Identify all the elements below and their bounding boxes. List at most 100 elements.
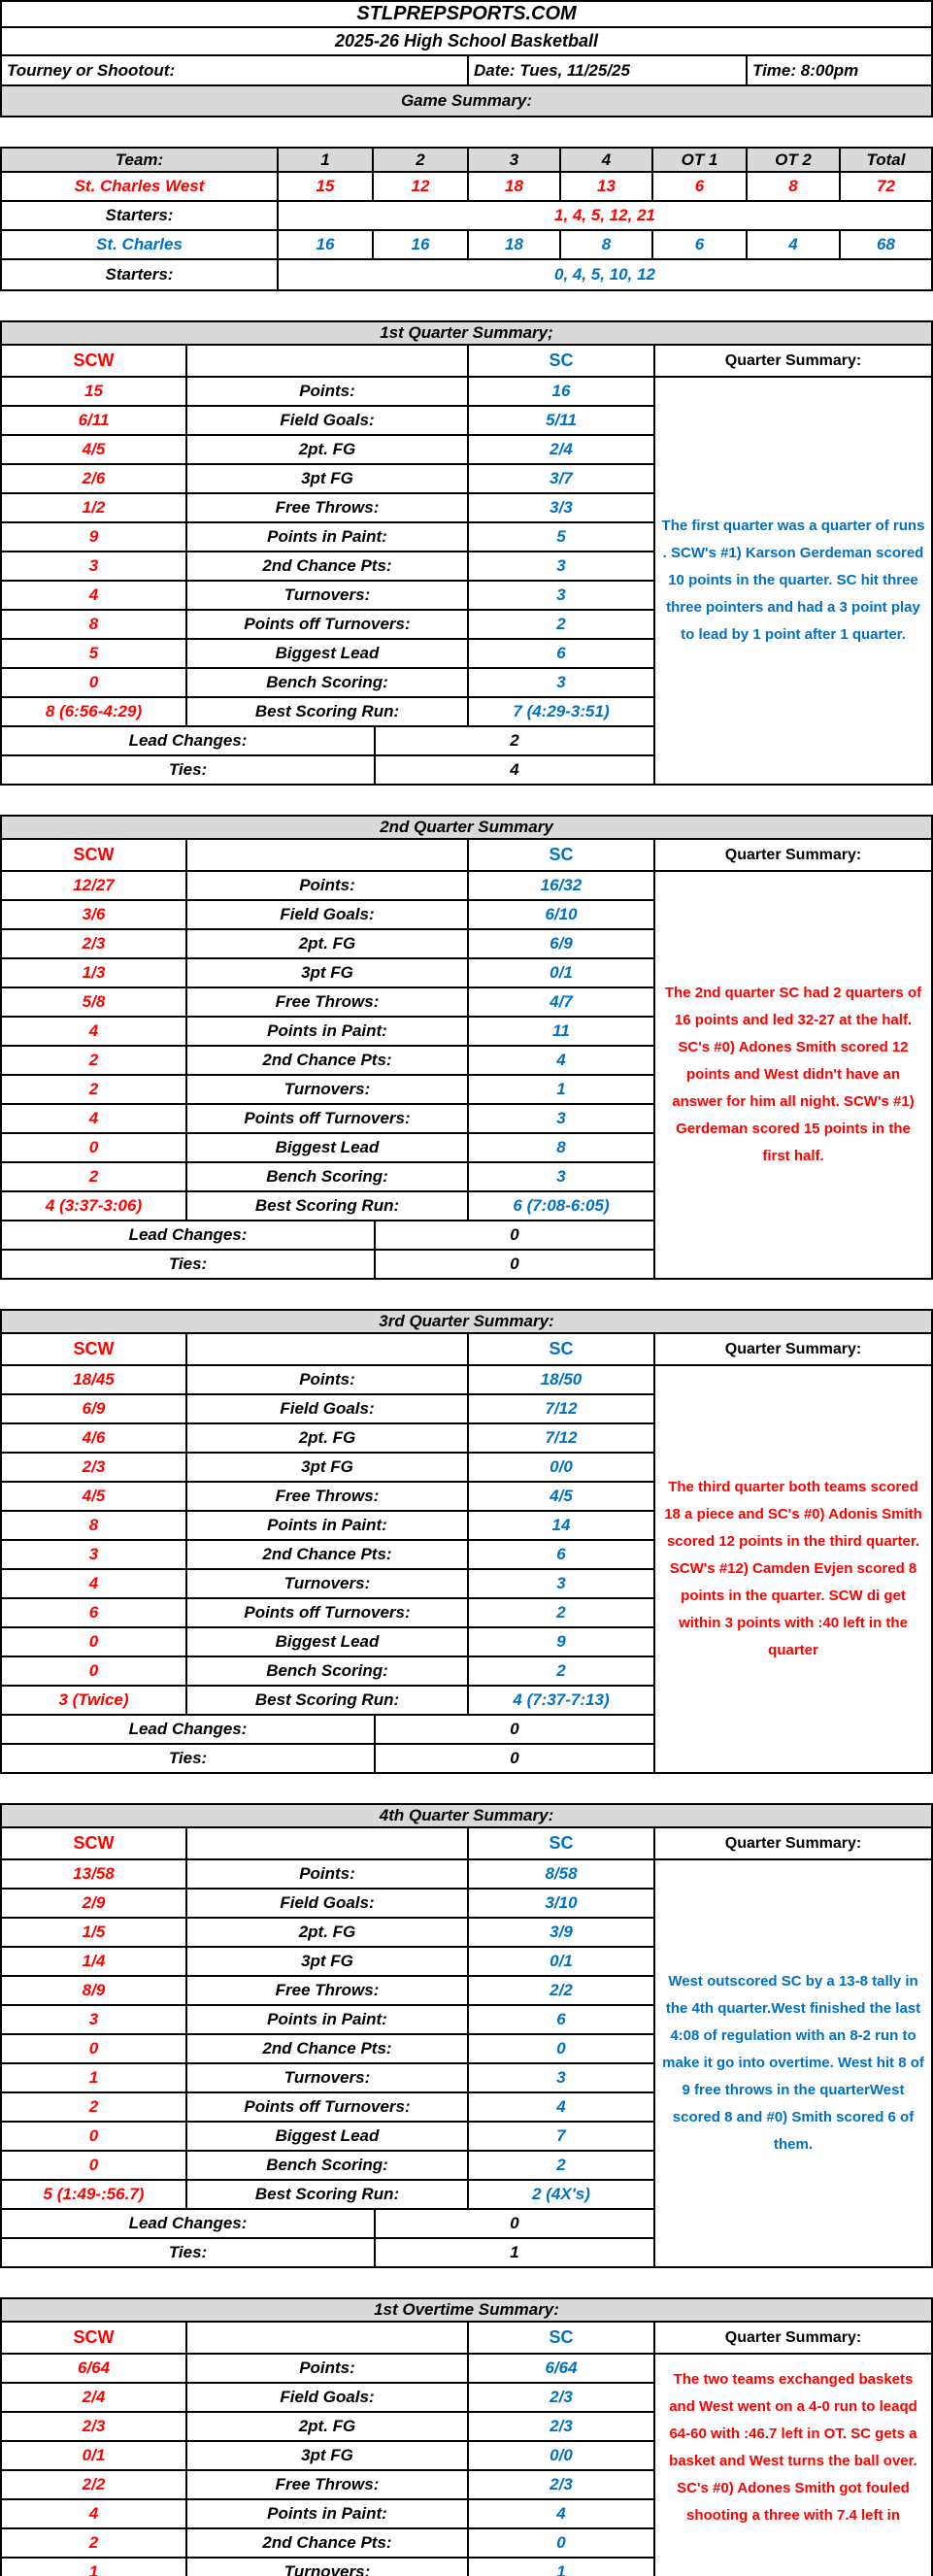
lead-changes-label: Lead Changes: xyxy=(2,727,376,754)
quarter-summary-text: The third quarter both teams scored 18 a… xyxy=(664,1479,922,1658)
stat-label: Free Throws: xyxy=(187,494,469,521)
ties-row: Ties: 4 xyxy=(2,756,653,784)
stat-label-column-spacer xyxy=(187,346,469,376)
sc-stat-value: 3/10 xyxy=(545,1893,578,1912)
stat-label: Field Goals: xyxy=(187,901,469,928)
sc-stat-value: 0 xyxy=(556,2533,566,2552)
sc-stat-value: 2/3 xyxy=(550,2475,573,2493)
stat-label: 2nd Chance Pts: xyxy=(187,2035,469,2062)
stat-row: 2/2 Free Throws: 2/3 xyxy=(2,2471,653,2500)
total-column-header: Total xyxy=(866,150,906,169)
stat-label: 2pt. FG xyxy=(187,930,469,957)
q3-column-header: 3 xyxy=(469,149,561,171)
quarter-team-header-row: SCW SC xyxy=(2,346,653,378)
stat-row: 0/1 3pt FG 0/0 xyxy=(2,2442,653,2471)
stat-row: 4/6 2pt. FG 7/12 xyxy=(2,1424,653,1454)
lead-changes-row: Lead Changes: 0 xyxy=(2,1221,653,1251)
sc-ot1-score: 6 xyxy=(653,231,748,258)
stat-row: 1/2 Free Throws: 3/3 xyxy=(2,494,653,523)
stat-row: 2/9 Field Goals: 3/10 xyxy=(2,1890,653,1919)
lead-changes-row: Lead Changes: 2 xyxy=(2,727,653,756)
quarter-summary-panel: Quarter Summary: The 2nd quarter SC had … xyxy=(653,840,931,1278)
stat-label: Points off Turnovers: xyxy=(187,2093,469,2121)
ties-value: 0 xyxy=(510,1749,519,1767)
stat-row: 5/8 Free Throws: 4/7 xyxy=(2,988,653,1018)
ties-value: 1 xyxy=(510,2243,519,2261)
scw-column-header: SCW xyxy=(2,840,187,870)
stat-row: 1/3 3pt FG 0/1 xyxy=(2,959,653,988)
stat-row: 2 Bench Scoring: 3 xyxy=(2,1163,653,1192)
scw-stat-value: 4/5 xyxy=(2,436,187,463)
stat-label: Turnovers: xyxy=(187,2559,469,2576)
ties-row: Ties: 0 xyxy=(2,1251,653,1278)
lead-changes-label: Lead Changes: xyxy=(2,2210,376,2237)
stat-label: Points in Paint: xyxy=(187,1512,469,1539)
stat-row: 1 Turnovers: 3 xyxy=(2,2064,653,2093)
sc-stat-value: 14 xyxy=(551,1516,571,1534)
sc-stat-value: 1 xyxy=(556,1080,566,1098)
sc-stat-value: 5 xyxy=(556,527,566,546)
sc-stat-value: 6 (7:08-6:05) xyxy=(513,1196,610,1215)
sc-stat-value: 2 xyxy=(556,615,566,633)
stat-label: 2pt. FG xyxy=(187,2413,469,2440)
stat-label: Points off Turnovers: xyxy=(187,611,469,638)
stat-row: 0 Bench Scoring: 2 xyxy=(2,2152,653,2181)
lead-changes-label: Lead Changes: xyxy=(2,1716,376,1743)
season-title: 2025-26 High School Basketball xyxy=(2,28,931,56)
stat-row: 3 2nd Chance Pts: 3 xyxy=(2,552,653,582)
stat-label: Points: xyxy=(187,1860,469,1888)
spacer xyxy=(0,291,933,320)
sc-stat-value: 6/10 xyxy=(545,905,578,923)
scw-stat-value: 8 (6:56-4:29) xyxy=(2,698,187,725)
stat-row: 2 Turnovers: 1 xyxy=(2,1076,653,1105)
sc-stat-value: 9 xyxy=(556,1632,566,1651)
sc-q4-score: 8 xyxy=(561,231,653,258)
ot1-column-header: OT 1 xyxy=(653,149,748,171)
stat-label-column-spacer xyxy=(187,840,469,870)
sc-team-name: St. Charles xyxy=(2,231,279,258)
sc-stat-value: 8/58 xyxy=(545,1864,578,1883)
lead-changes-value: 0 xyxy=(510,2214,519,2232)
stat-row: 1 Turnovers: 1 xyxy=(2,2559,653,2576)
sc-stat-value: 6 xyxy=(556,2010,566,2028)
tourney-or-shootout-label: Tourney or Shootout: xyxy=(2,56,469,84)
stat-label: 2pt. FG xyxy=(187,1919,469,1946)
sc-column-header: SC xyxy=(549,2327,574,2347)
game-time: Time: 8:00pm xyxy=(752,60,859,80)
stat-row: 5 Biggest Lead 6 xyxy=(2,640,653,669)
sc-stat-value: 2/4 xyxy=(550,440,573,458)
scw-stat-value: 0 xyxy=(2,1134,187,1161)
quarter-section: 2nd Quarter Summary SCW SC 12/27 Points:… xyxy=(0,815,933,1280)
lead-changes-value: 0 xyxy=(510,1720,519,1738)
lead-changes-row: Lead Changes: 0 xyxy=(2,1716,653,1745)
scw-stat-value: 1 xyxy=(2,2559,187,2576)
stat-label: Turnovers: xyxy=(187,2064,469,2091)
site-title: STLPREPSPORTS.COM xyxy=(2,2,931,28)
stat-label: Points in Paint: xyxy=(187,2006,469,2033)
quarter-section: 3rd Quarter Summary: SCW SC 18/45 Points… xyxy=(0,1309,933,1774)
stat-row: 0 Biggest Lead 8 xyxy=(2,1134,653,1163)
stat-row: 1/5 2pt. FG 3/9 xyxy=(2,1919,653,1948)
scw-stat-value: 4/5 xyxy=(2,1483,187,1510)
scw-team-name: St. Charles West xyxy=(2,173,279,200)
stat-row: 12/27 Points: 16/32 xyxy=(2,872,653,901)
scw-stat-value: 3/6 xyxy=(2,901,187,928)
scw-stat-value: 4 xyxy=(2,1018,187,1045)
scw-stat-value: 2/2 xyxy=(2,2471,187,2498)
sc-stat-value: 3 xyxy=(556,1574,566,1592)
quarter-summary-label: Quarter Summary: xyxy=(655,840,931,872)
scw-total-score: 72 xyxy=(877,177,895,195)
quarter-summary-text: The 2nd quarter SC had 2 quarters of 16 … xyxy=(664,985,922,1164)
ties-row: Ties: 0 xyxy=(2,1745,653,1772)
scw-stat-value: 1 xyxy=(2,2064,187,2091)
stat-row: 0 Biggest Lead 7 xyxy=(2,2123,653,2152)
ot2-column-header: OT 2 xyxy=(748,149,841,171)
scw-stat-value: 0 xyxy=(2,2123,187,2150)
scw-stat-value: 2/3 xyxy=(2,930,187,957)
sc-stat-value: 2/3 xyxy=(550,2388,573,2406)
sc-stat-value: 2 xyxy=(556,2156,566,2174)
quarter-team-header-row: SCW SC xyxy=(2,1828,653,1860)
stat-label: Points off Turnovers: xyxy=(187,1105,469,1132)
stat-label: 3pt FG xyxy=(187,959,469,987)
